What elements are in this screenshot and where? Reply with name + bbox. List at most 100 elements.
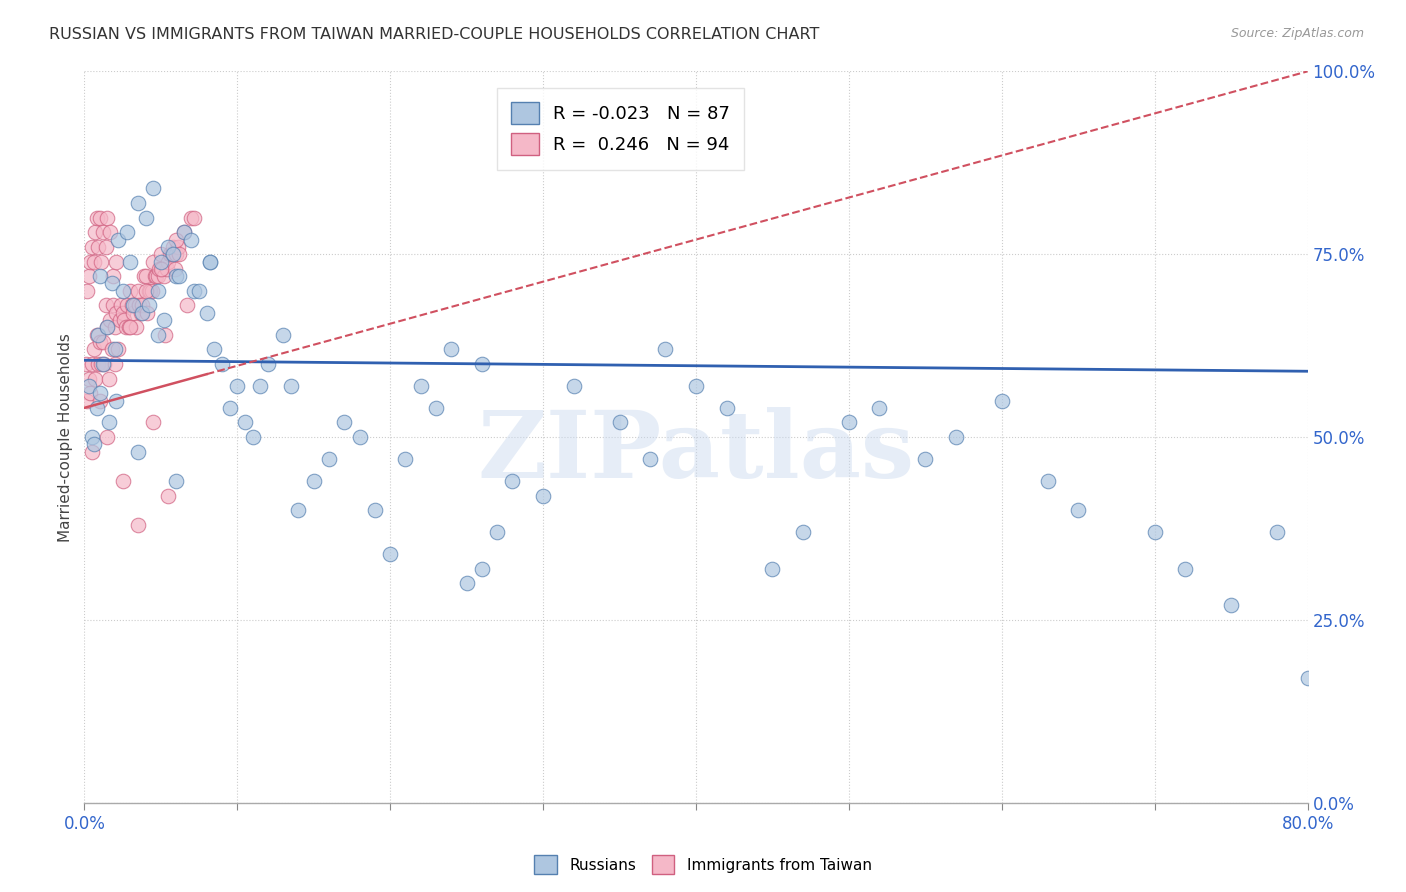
Point [380,547,402,561]
Point [87,357,110,371]
Point [135,284,157,298]
Point [183,211,205,225]
Point [167,247,190,261]
Point [440,343,463,357]
Point [142,181,165,195]
Point [792,525,814,540]
Point [89,269,111,284]
Point [318,452,340,467]
Point [96,320,118,334]
Point [108,313,131,327]
Point [83,254,105,268]
Point [869,401,891,415]
Point [198,254,221,268]
Point [991,393,1014,408]
Point [101,343,124,357]
Point [118,320,141,334]
Point [562,379,585,393]
Point [153,269,176,284]
Point [226,379,249,393]
Point [120,320,142,334]
Point [87,240,110,254]
Point [129,306,152,320]
Point [89,386,111,401]
Point [156,261,179,276]
Point [271,327,294,342]
Point [1296,672,1319,686]
Point [103,298,125,312]
Point [233,416,256,430]
Point [122,306,145,320]
Point [135,269,157,284]
Point [114,320,136,334]
Point [105,254,128,268]
Point [1220,599,1243,613]
Point [104,357,127,371]
Point [75,357,97,371]
Text: RUSSIAN VS IMMIGRANTS FROM TAIWAN MARRIED-COUPLE HOUSEHOLDS CORRELATION CHART: RUSSIAN VS IMMIGRANTS FROM TAIWAN MARRIE… [49,27,820,42]
Point [98,313,121,327]
Point [127,284,149,298]
Point [165,269,187,284]
Point [162,247,184,261]
Point [90,254,112,268]
Point [120,254,142,268]
Point [155,327,177,342]
Point [165,247,187,261]
Point [120,284,142,298]
Point [131,306,153,320]
Point [83,343,105,357]
Point [79,386,101,401]
Point [139,284,162,298]
Point [98,225,121,239]
Point [131,298,153,312]
Point [89,211,111,225]
Point [115,298,138,312]
Point [135,211,157,225]
Point [761,562,783,576]
Point [97,416,120,430]
Point [486,525,509,540]
Point [148,261,170,276]
Point [138,284,160,298]
Point [127,196,149,211]
Point [165,233,187,247]
Point [609,416,631,430]
Point [101,277,124,291]
Point [104,320,127,334]
Point [149,247,172,261]
Point [531,489,554,503]
Point [162,240,184,254]
Point [105,393,128,408]
Point [146,284,169,298]
Point [121,298,143,312]
Point [91,357,114,371]
Point [77,371,100,385]
Point [110,298,132,312]
Legend: R = -0.023   N = 87, R =  0.246   N = 94: R = -0.023 N = 87, R = 0.246 N = 94 [498,87,744,169]
Point [127,444,149,458]
Point [80,430,103,444]
Y-axis label: Married-couple Households: Married-couple Households [58,333,73,541]
Point [111,474,134,488]
Point [202,343,225,357]
Point [425,401,447,415]
Point [89,334,111,349]
Point [127,517,149,532]
Point [638,452,661,467]
Point [111,284,134,298]
Point [91,334,114,349]
Point [195,306,218,320]
Point [80,357,103,371]
Point [111,306,134,320]
Point [176,298,198,312]
Point [105,306,128,320]
Point [914,452,936,467]
Point [76,284,98,298]
Point [96,211,118,225]
Point [287,503,309,517]
Point [163,261,186,276]
Point [96,430,118,444]
Point [302,474,325,488]
Point [1174,562,1197,576]
